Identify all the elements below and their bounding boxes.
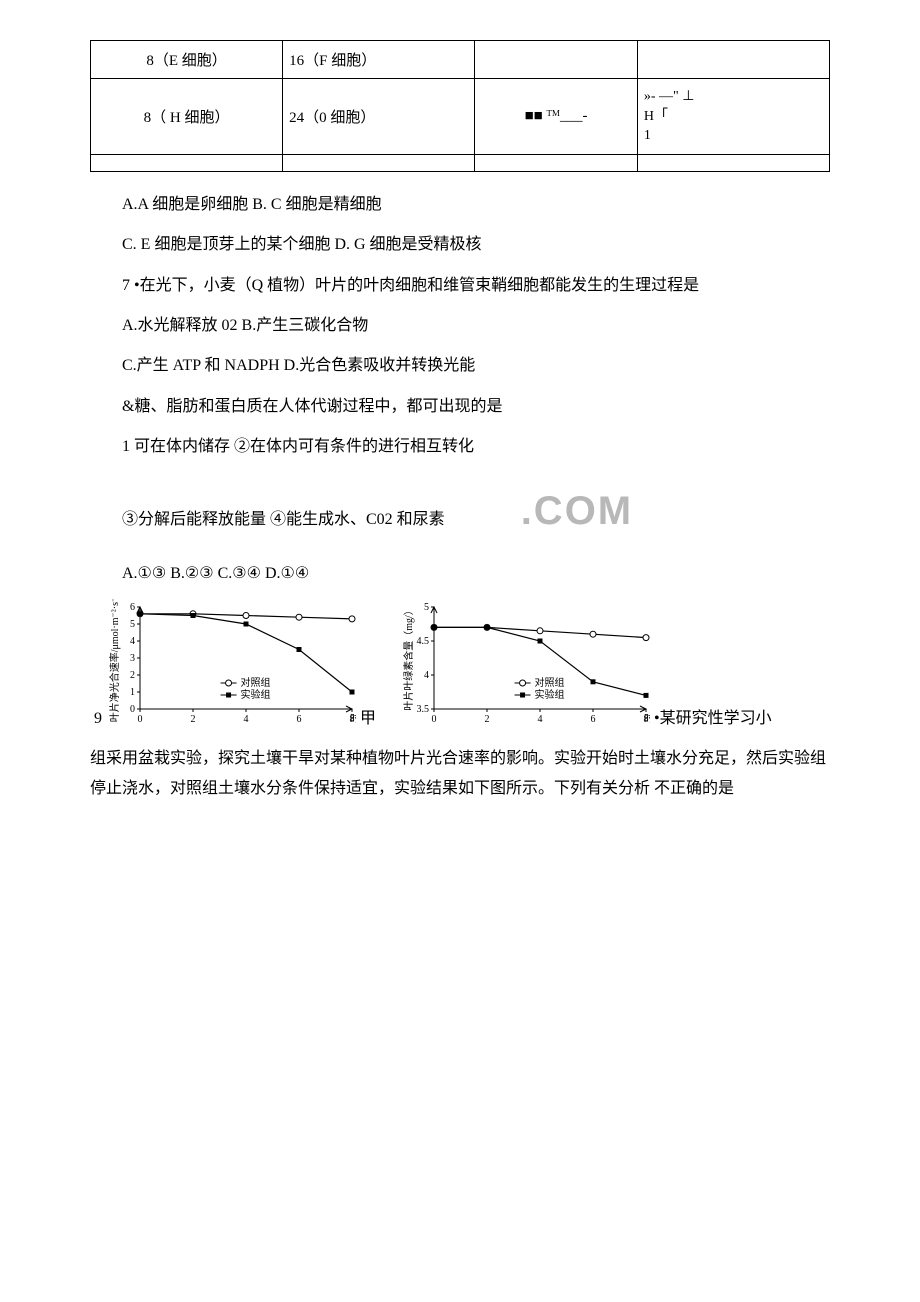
svg-text:4: 4 [130, 636, 135, 647]
svg-text:2: 2 [485, 714, 490, 725]
svg-text:对照组: 对照组 [535, 676, 565, 689]
chart-1: 012345602468时间（d）叶片净光合速率/μmol·m⁻²·s⁻¹对照组… [106, 599, 356, 734]
question-7: 7 •在光下，小麦（Q 植物）叶片的叶肉细胞和维管束鞘细胞都能发生的生理过程是 [90, 271, 830, 301]
cell-tm: ■■ ᵀᴹ___- [475, 79, 638, 155]
svg-text:5: 5 [130, 619, 135, 630]
chart-2: 3.544.5502468时间（d）叶片叶绿素含量（mg/）对照组实验组 [400, 599, 650, 734]
table-row: 8（E 细胞） 16（F 细胞） [91, 41, 830, 79]
svg-text:叶片叶绿素含量（mg/）: 叶片叶绿素含量（mg/） [402, 605, 415, 711]
svg-text:4: 4 [424, 670, 429, 681]
table-row: 8（ H 细胞） 24（0 细胞） ■■ ᵀᴹ___- »- —" ⊥ H「 1 [91, 79, 830, 155]
svg-text:6: 6 [130, 602, 135, 613]
svg-text:时间（d）: 时间（d） [644, 712, 650, 725]
svg-text:5: 5 [424, 602, 429, 613]
svg-text:实验组: 实验组 [241, 688, 271, 701]
q7-option-ab: A.水光解释放 02 B.产生三碳化合物 [90, 311, 830, 341]
svg-text:4.5: 4.5 [417, 636, 430, 647]
svg-text:0: 0 [138, 714, 143, 725]
answer-options: A.①③ B.②③ C.③④ D.①④ [90, 559, 830, 589]
svg-text:2: 2 [130, 670, 135, 681]
cell-f: 16（F 细胞） [283, 41, 475, 79]
chart-2-svg: 3.544.5502468时间（d）叶片叶绿素含量（mg/）对照组实验组 [400, 599, 650, 729]
svg-text:6: 6 [297, 714, 302, 725]
q9-tail-text: •某研究性学习小 [650, 704, 772, 734]
svg-text:0: 0 [432, 714, 437, 725]
statement-1-2: 1 可在体内储存 ②在体内可有条件的进行相互转化 [90, 432, 830, 462]
table-row [91, 154, 830, 171]
option-line-cd: C. E 细胞是顶芽上的某个细胞 D. G 细胞是受精极核 [90, 230, 830, 260]
cell-table: 8（E 细胞） 16（F 细胞） 8（ H 细胞） 24（0 细胞） ■■ ᵀᴹ… [90, 40, 830, 172]
question-amp: &糖、脂肪和蛋白质在人体代谢过程中，都可出现的是 [90, 392, 830, 422]
svg-text:1: 1 [130, 687, 135, 698]
svg-text:时间（d）: 时间（d） [350, 712, 356, 725]
svg-text:6: 6 [591, 714, 596, 725]
svg-text:4: 4 [244, 714, 249, 725]
cell-blank [283, 154, 475, 171]
cell-blank [637, 154, 829, 171]
svg-text:4: 4 [538, 714, 543, 725]
cell-blank [637, 41, 829, 79]
statement-3-4-text: ③分解后能释放能量 ④能生成水、C02 和尿素 [122, 511, 445, 528]
q9-number: 9 [90, 710, 106, 734]
q7-option-cd: C.产生 ATP 和 NADPH D.光合色素吸收并转换光能 [90, 351, 830, 381]
svg-text:对照组: 对照组 [241, 676, 271, 689]
chart-1-svg: 012345602468时间（d）叶片净光合速率/μmol·m⁻²·s⁻¹对照组… [106, 599, 356, 729]
cell-h-symbols: »- —" ⊥ H「 1 [637, 79, 829, 155]
option-line-ab: A.A 细胞是卵细胞 B. C 细胞是精细胞 [90, 190, 830, 220]
cell-h: 8（ H 细胞） [91, 79, 283, 155]
q9-body: 组采用盆栽实验，探究土壤干旱对某种植物叶片光合速率的影响。实验开始时土壤水分充足… [90, 744, 830, 805]
svg-text:0: 0 [130, 704, 135, 715]
svg-text:实验组: 实验组 [535, 688, 565, 701]
cell-blank [91, 154, 283, 171]
statement-3-4: ③分解后能释放能量 ④能生成水、C02 和尿素 .COM [90, 473, 830, 549]
cell-blank [475, 154, 638, 171]
svg-text:3: 3 [130, 653, 135, 664]
svg-text:2: 2 [191, 714, 196, 725]
chart-1-label: 甲 [356, 704, 380, 734]
cell-e: 8（E 细胞） [91, 41, 283, 79]
svg-text:3.5: 3.5 [417, 704, 430, 715]
svg-text:叶片净光合速率/μmol·m⁻²·s⁻¹: 叶片净光合速率/μmol·m⁻²·s⁻¹ [108, 599, 121, 722]
watermark-text: .COM [489, 473, 633, 549]
question-9-figure-row: 9 012345602468时间（d）叶片净光合速率/μmol·m⁻²·s⁻¹对… [90, 599, 830, 734]
cell-0: 24（0 细胞） [283, 79, 475, 155]
cell-blank [475, 41, 638, 79]
